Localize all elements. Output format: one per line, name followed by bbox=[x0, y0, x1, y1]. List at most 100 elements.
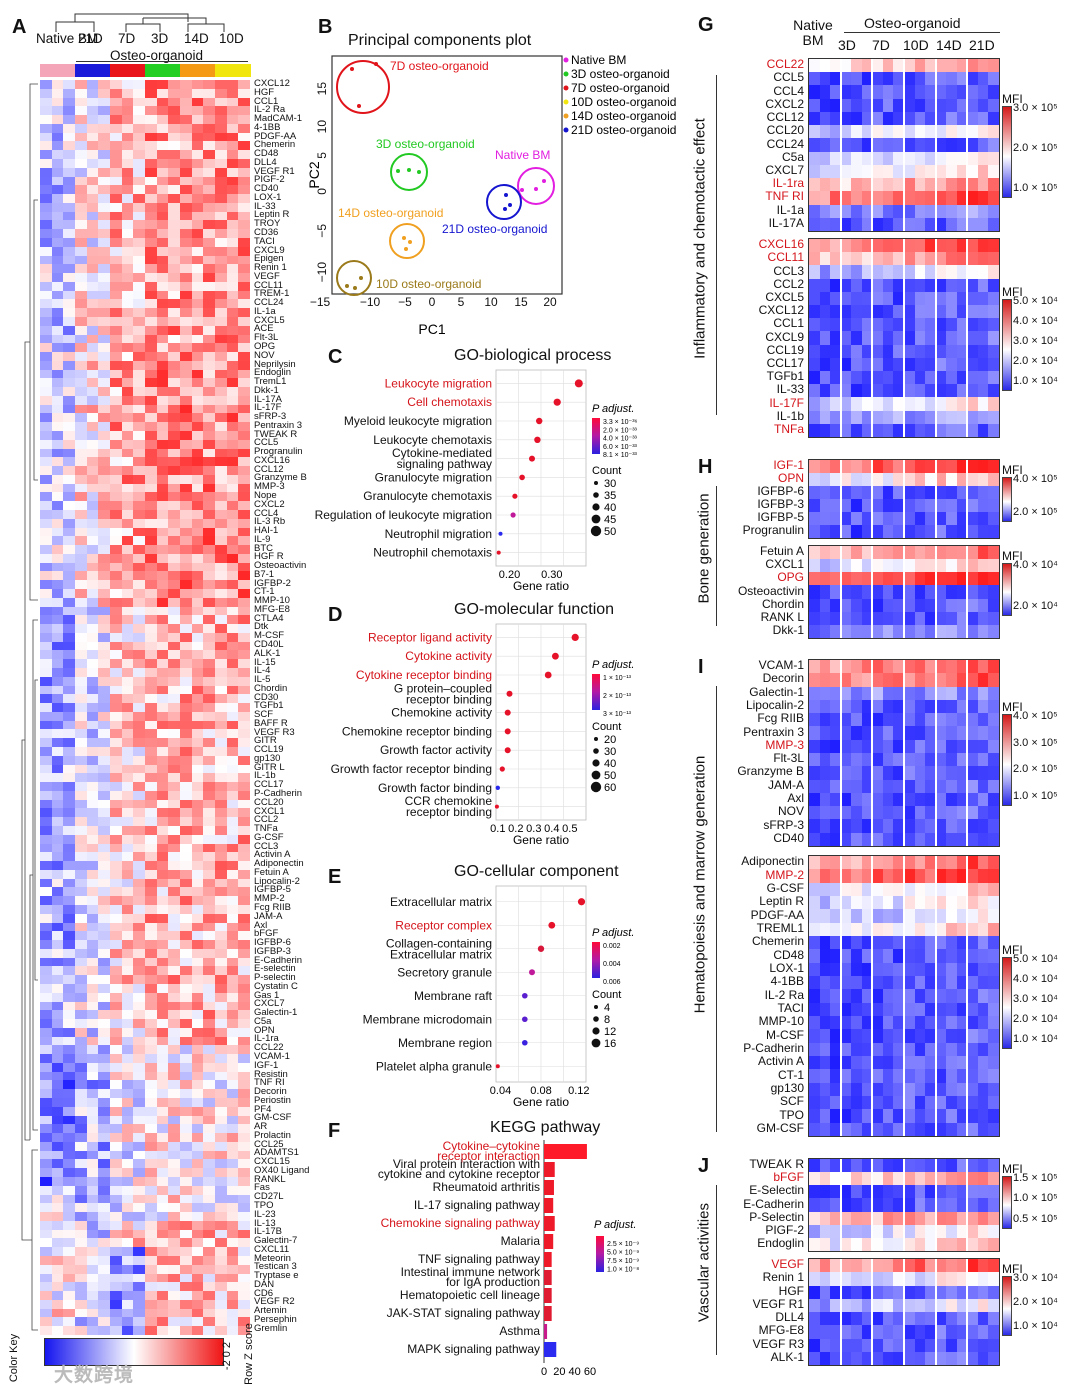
heatmap-cell bbox=[203, 1124, 216, 1134]
heatmap-cell bbox=[63, 176, 76, 186]
mfi-cell bbox=[851, 673, 863, 688]
mfi-cell bbox=[956, 1338, 968, 1353]
count-legend-dot bbox=[593, 748, 599, 754]
mfi-cell bbox=[830, 357, 842, 372]
heatmap-cell bbox=[180, 1062, 193, 1073]
mfi-gene-label: TNF RI bbox=[765, 189, 804, 204]
heatmap-cell bbox=[51, 1036, 64, 1046]
heatmap-cell bbox=[98, 922, 111, 932]
heatmap-cell bbox=[145, 501, 158, 511]
heatmap-cell bbox=[121, 1115, 134, 1125]
mfi-cell bbox=[925, 713, 937, 727]
mfi-cell bbox=[861, 1259, 873, 1273]
heatmap-cell bbox=[180, 1071, 193, 1081]
heatmap-cell bbox=[180, 1098, 193, 1108]
mfi-cell bbox=[988, 138, 999, 153]
heatmap-cell bbox=[51, 694, 64, 704]
heatmap-cell bbox=[156, 1115, 169, 1125]
heatmap-cell bbox=[168, 273, 181, 283]
heatmap-cell bbox=[51, 1080, 64, 1090]
heatmap-cell bbox=[75, 1256, 88, 1266]
heatmap-cell bbox=[226, 1141, 239, 1152]
heatmap-cell bbox=[86, 1106, 99, 1117]
term-dot bbox=[574, 379, 583, 388]
heatmap-cell bbox=[110, 466, 123, 476]
mfi-cell bbox=[925, 217, 937, 231]
mfi-gene-label: CCL12 bbox=[766, 110, 804, 125]
heatmap-cell bbox=[75, 176, 88, 186]
heatmap-cell bbox=[51, 703, 64, 713]
heatmap-cell bbox=[51, 1247, 64, 1257]
mfi-cell bbox=[904, 1272, 916, 1286]
heatmap-cell bbox=[40, 395, 53, 406]
mfi-cell bbox=[830, 869, 842, 884]
mfi-cell bbox=[946, 1325, 958, 1339]
heatmap-cell bbox=[133, 106, 146, 116]
heatmap-cell bbox=[63, 738, 76, 748]
heatmap-cell bbox=[63, 606, 76, 616]
mfi-cell bbox=[840, 1211, 852, 1226]
mfi-cell bbox=[904, 499, 916, 513]
heatmap-cell bbox=[63, 316, 76, 327]
mfi-cell bbox=[914, 278, 926, 293]
heatmap-cell bbox=[168, 720, 181, 730]
mfi-heatmap-grid bbox=[808, 459, 1000, 539]
gene-label: IL-3 Rb bbox=[254, 516, 286, 528]
mfi-cell bbox=[872, 1185, 884, 1199]
mfi-cell bbox=[809, 1096, 821, 1110]
heatmap-cell bbox=[156, 641, 169, 651]
heatmap-cell bbox=[51, 571, 64, 581]
mfi-cell bbox=[861, 896, 873, 910]
heatmap-cell bbox=[133, 1089, 146, 1099]
mfi-cell bbox=[946, 98, 958, 113]
heatmap-cell bbox=[121, 940, 134, 950]
heatmap-cell bbox=[121, 922, 134, 932]
mfi-cell bbox=[935, 278, 947, 293]
heatmap-cell bbox=[40, 237, 53, 248]
heatmap-cell bbox=[145, 1150, 158, 1160]
heatmap-cell bbox=[40, 650, 53, 660]
heatmap-cell bbox=[86, 799, 99, 809]
mfi-cell bbox=[914, 460, 926, 474]
mfi-cell bbox=[956, 1351, 968, 1365]
heatmap-cell bbox=[121, 255, 134, 265]
heatmap-cell bbox=[121, 1168, 134, 1178]
mfi-cell bbox=[851, 331, 863, 346]
heatmap-cell bbox=[110, 194, 123, 204]
mfi-cell bbox=[872, 85, 884, 100]
heatmap-cell bbox=[156, 518, 169, 529]
heatmap-cell bbox=[63, 387, 76, 397]
heatmap-cell bbox=[63, 1106, 76, 1117]
heatmap-cell bbox=[145, 983, 158, 994]
heatmap-cell bbox=[180, 185, 193, 195]
heatmap-cell bbox=[40, 431, 53, 441]
gene-label: CD40L bbox=[254, 639, 284, 650]
heatmap-cell bbox=[51, 606, 64, 616]
heatmap-cell bbox=[156, 474, 169, 485]
heatmap-cell bbox=[238, 975, 251, 985]
heatmap-cell bbox=[180, 343, 193, 353]
heatmap-cell bbox=[168, 290, 181, 300]
heatmap-cell bbox=[110, 80, 123, 90]
heatmap-cell bbox=[133, 88, 146, 99]
heatmap-cell bbox=[40, 729, 53, 739]
x-tick: 0.08 bbox=[530, 1085, 551, 1097]
heatmap-cell bbox=[40, 1133, 53, 1143]
mfi-cell bbox=[893, 512, 905, 526]
mfi-cell bbox=[872, 611, 884, 626]
heatmap-cell bbox=[110, 1062, 123, 1073]
heatmap-cell bbox=[168, 106, 181, 116]
heatmap-cell bbox=[121, 158, 134, 169]
mfi-cell bbox=[904, 305, 916, 319]
mfi-cell bbox=[809, 397, 821, 412]
mfi-cell bbox=[977, 59, 989, 73]
heatmap-cell bbox=[156, 1264, 169, 1275]
heatmap-cell bbox=[63, 1054, 76, 1064]
gene-label: CXCL16 bbox=[254, 454, 290, 466]
mfi-cell bbox=[977, 204, 989, 219]
group-separator bbox=[839, 239, 842, 437]
mfi-cell bbox=[956, 686, 968, 701]
heatmap-cell bbox=[63, 869, 76, 880]
heatmap-cell bbox=[226, 931, 239, 941]
heatmap-cell bbox=[203, 510, 216, 520]
